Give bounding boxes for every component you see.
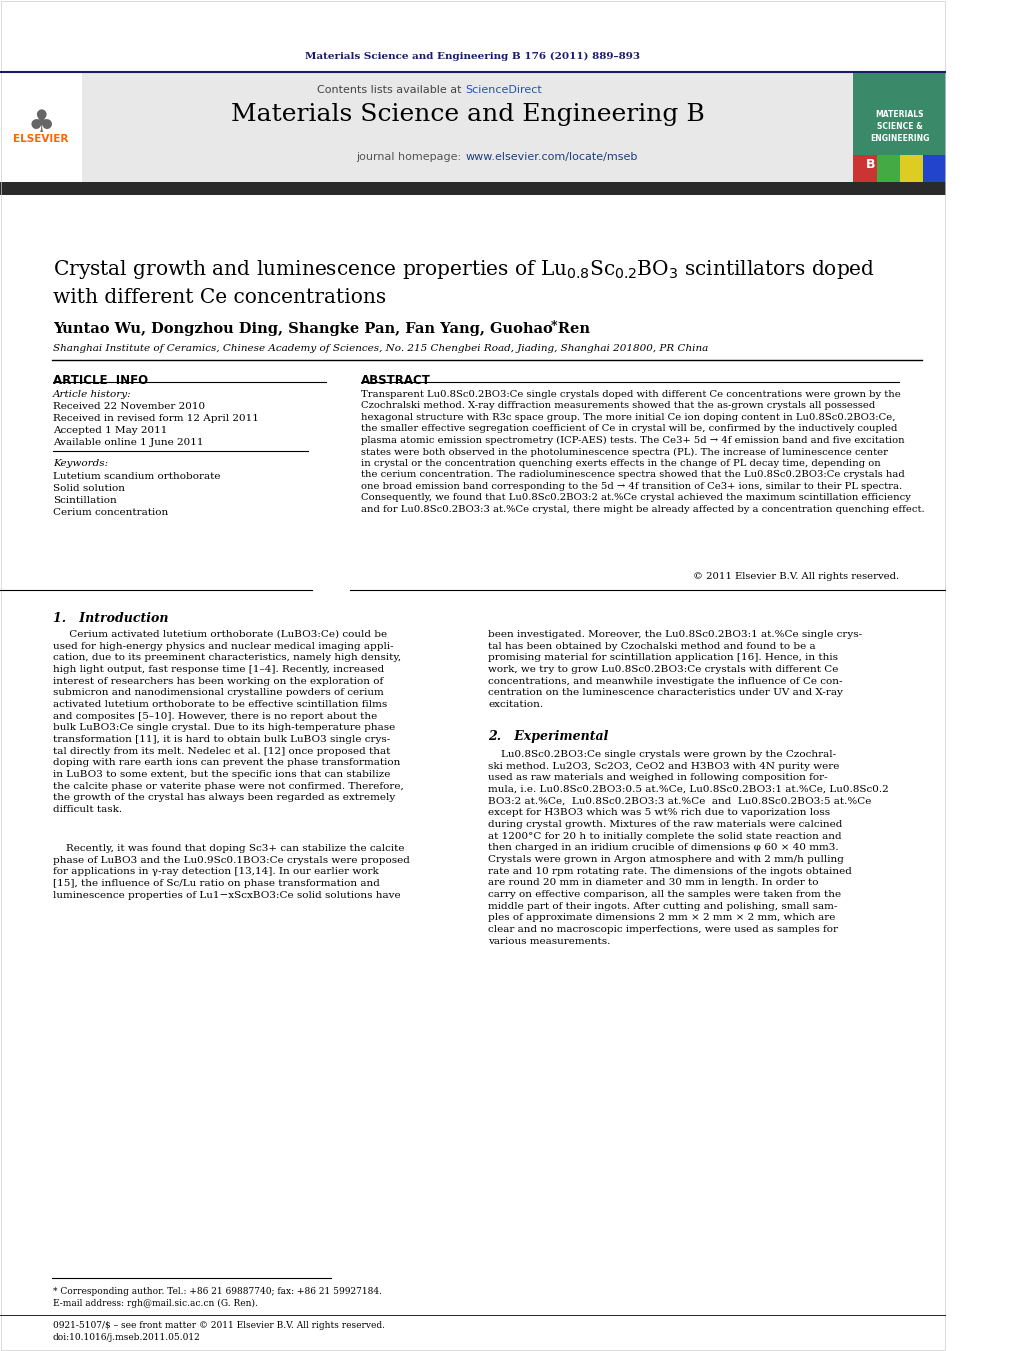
Text: Accepted 1 May 2011: Accepted 1 May 2011 (53, 426, 167, 435)
Text: ♣: ♣ (28, 108, 54, 139)
Text: Available online 1 June 2011: Available online 1 June 2011 (53, 438, 203, 447)
FancyBboxPatch shape (854, 72, 946, 155)
Text: Lutetium scandium orthoborate: Lutetium scandium orthoborate (53, 471, 221, 481)
Text: Received 22 November 2010: Received 22 November 2010 (53, 403, 205, 411)
Text: Cerium activated lutetium orthoborate (LuBO3:Ce) could be
used for high-energy p: Cerium activated lutetium orthoborate (L… (53, 630, 403, 813)
FancyBboxPatch shape (923, 155, 946, 182)
Text: Contents lists available at: Contents lists available at (318, 85, 466, 95)
Text: ABSTRACT: ABSTRACT (361, 374, 431, 386)
Text: ELSEVIER: ELSEVIER (13, 134, 68, 145)
Text: E-mail address: rgh@mail.sic.ac.cn (G. Ren).: E-mail address: rgh@mail.sic.ac.cn (G. R… (53, 1300, 257, 1308)
Text: been investigated. Moreover, the Lu0.8Sc0.2BO3:1 at.%Ce single crys-
tal has bee: been investigated. Moreover, the Lu0.8Sc… (488, 630, 863, 709)
Text: Solid solution: Solid solution (53, 484, 125, 493)
FancyBboxPatch shape (854, 72, 946, 182)
Text: * Corresponding author. Tel.: +86 21 69887740; fax: +86 21 59927184.: * Corresponding author. Tel.: +86 21 698… (53, 1288, 382, 1296)
FancyBboxPatch shape (854, 155, 877, 182)
FancyBboxPatch shape (82, 72, 854, 182)
Text: Article history:: Article history: (53, 390, 132, 399)
Text: ScienceDirect: ScienceDirect (466, 85, 542, 95)
FancyBboxPatch shape (0, 72, 82, 182)
Text: Crystal growth and luminescence properties of Lu$_{0.8}$Sc$_{0.2}$BO$_3$ scintil: Crystal growth and luminescence properti… (53, 258, 875, 281)
Text: MATERIALS
SCIENCE &
ENGINEERING: MATERIALS SCIENCE & ENGINEERING (870, 109, 929, 143)
Text: 2.   Experimental: 2. Experimental (488, 730, 609, 743)
Text: 1.   Introduction: 1. Introduction (53, 612, 168, 626)
Text: Scintillation: Scintillation (53, 496, 116, 505)
Text: Lu0.8Sc0.2BO3:Ce single crystals were grown by the Czochral-
ski method. Lu2O3, : Lu0.8Sc0.2BO3:Ce single crystals were gr… (488, 750, 889, 946)
Text: B: B (867, 158, 876, 172)
Text: journal homepage:: journal homepage: (356, 153, 466, 162)
Text: doi:10.1016/j.mseb.2011.05.012: doi:10.1016/j.mseb.2011.05.012 (53, 1333, 200, 1342)
Text: ARTICLE  INFO: ARTICLE INFO (53, 374, 148, 386)
Text: Materials Science and Engineering B 176 (2011) 889–893: Materials Science and Engineering B 176 … (305, 51, 640, 61)
FancyBboxPatch shape (900, 155, 923, 182)
FancyBboxPatch shape (0, 182, 946, 195)
Text: Yuntao Wu, Dongzhou Ding, Shangke Pan, Fan Yang, Guohao Ren: Yuntao Wu, Dongzhou Ding, Shangke Pan, F… (53, 322, 590, 336)
Text: Shanghai Institute of Ceramics, Chinese Academy of Sciences, No. 215 Chengbei Ro: Shanghai Institute of Ceramics, Chinese … (53, 345, 709, 353)
Text: www.elsevier.com/locate/mseb: www.elsevier.com/locate/mseb (466, 153, 637, 162)
Text: © 2011 Elsevier B.V. All rights reserved.: © 2011 Elsevier B.V. All rights reserved… (692, 571, 898, 581)
Text: Materials Science and Engineering B: Materials Science and Engineering B (231, 103, 704, 126)
Text: *: * (550, 320, 556, 332)
Text: Received in revised form 12 April 2011: Received in revised form 12 April 2011 (53, 413, 258, 423)
Text: Keywords:: Keywords: (53, 459, 108, 467)
Text: with different Ce concentrations: with different Ce concentrations (53, 288, 386, 307)
FancyBboxPatch shape (877, 155, 900, 182)
Text: Transparent Lu0.8Sc0.2BO3:Ce single crystals doped with different Ce concentrati: Transparent Lu0.8Sc0.2BO3:Ce single crys… (361, 390, 925, 513)
Text: 0921-5107/$ – see front matter © 2011 Elsevier B.V. All rights reserved.: 0921-5107/$ – see front matter © 2011 El… (53, 1321, 385, 1329)
Text: Recently, it was found that doping Sc3+ can stabilize the calcite
phase of LuBO3: Recently, it was found that doping Sc3+ … (53, 844, 409, 900)
Text: Cerium concentration: Cerium concentration (53, 508, 168, 517)
